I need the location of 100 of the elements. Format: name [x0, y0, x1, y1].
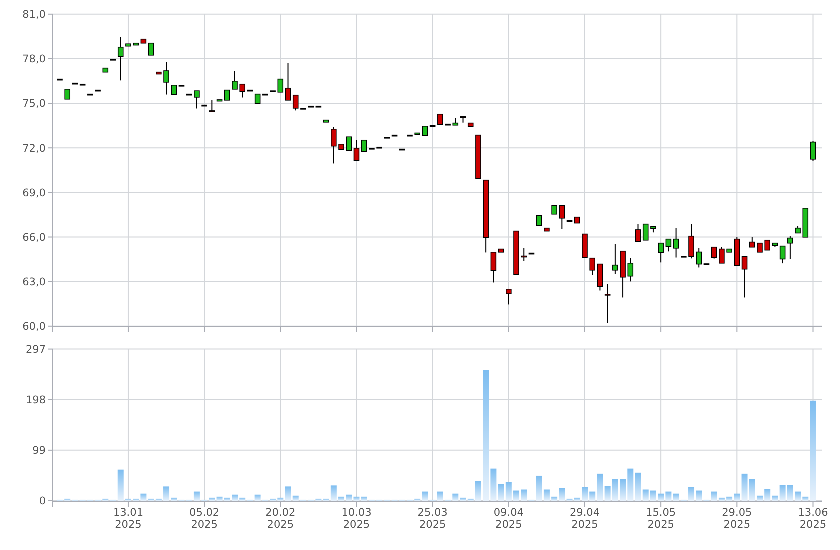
bar: [726, 496, 733, 501]
x-tick-label: 05.02 2025: [190, 507, 220, 531]
candlestick: [666, 238, 672, 252]
bar: [498, 484, 504, 501]
bar: [490, 468, 497, 501]
y-tick-label: 297: [26, 344, 46, 356]
candlestick: [209, 99, 216, 113]
x-tick-label: 13.01 2025: [113, 507, 144, 531]
candlestick: [224, 90, 230, 101]
bar: [483, 370, 490, 501]
bar: [620, 479, 626, 501]
bar: [658, 494, 664, 501]
candlestick: [354, 140, 360, 162]
x-tick-label: 10.03 2025: [342, 507, 372, 531]
bar: [452, 494, 459, 501]
y-tick-label: 81,0: [22, 9, 46, 22]
bar: [574, 498, 580, 501]
candlestick: [285, 62, 292, 101]
bar: [118, 470, 124, 501]
candlestick: [536, 215, 542, 226]
candlestick: [194, 90, 200, 110]
bar: [140, 494, 147, 501]
candlestick: [788, 236, 794, 260]
bar: [361, 496, 368, 501]
candlestick: [597, 264, 604, 292]
bar: [475, 481, 482, 501]
bar: [787, 485, 794, 501]
candlestick: [810, 140, 816, 162]
bar: [552, 496, 558, 501]
candlestick: [254, 94, 261, 104]
y-tick-label: 78,0: [22, 54, 46, 66]
bar: [749, 479, 756, 501]
bar: [232, 494, 238, 501]
bar: [635, 472, 642, 501]
bar: [718, 498, 725, 501]
y-tick-label: 69,0: [22, 187, 46, 200]
bar: [171, 498, 178, 501]
candlestick: [604, 284, 611, 324]
bar: [422, 492, 428, 501]
y-tick-label: 60,0: [22, 321, 46, 334]
x-tick-label: 25.03 2025: [418, 507, 448, 531]
bar: [795, 492, 802, 501]
candlestick: [780, 246, 786, 264]
candlestick: [422, 126, 428, 136]
bar: [209, 498, 216, 501]
bar: [544, 490, 550, 501]
bar: [642, 490, 649, 501]
bar: [597, 474, 604, 501]
bar: [216, 496, 223, 501]
bar: [536, 476, 542, 501]
candlestick: [658, 242, 664, 264]
bar: [696, 490, 702, 501]
bar: [330, 486, 337, 501]
bar: [240, 498, 246, 501]
bar: [437, 492, 444, 501]
bar: [756, 496, 763, 501]
y-tick-label: 75,0: [22, 98, 46, 110]
candlestick: [171, 85, 178, 96]
bar: [278, 498, 284, 501]
candlestick: [64, 89, 71, 100]
bar: [711, 492, 718, 501]
bar: [666, 492, 672, 501]
bar: [802, 496, 809, 501]
candlestick: [490, 252, 497, 284]
candlestick: [635, 224, 642, 242]
bar: [460, 498, 466, 501]
candlestick: [711, 246, 718, 260]
bar: [772, 496, 778, 501]
bar: [514, 490, 520, 501]
candlestick: [673, 228, 680, 258]
candlestick: [559, 205, 566, 230]
bar: [254, 494, 261, 501]
y-tick-label: 99: [32, 445, 46, 458]
bar: [688, 487, 695, 501]
bar: [164, 486, 170, 501]
candlestick: [118, 36, 124, 82]
bar: [604, 486, 611, 501]
bar: [338, 496, 345, 501]
bar: [582, 487, 588, 501]
y-tick-label: 63,0: [22, 276, 46, 289]
bar: [734, 494, 740, 501]
candlestick: [506, 288, 512, 306]
candlestick: [742, 256, 748, 298]
y-tick-label: 66,0: [22, 232, 46, 244]
x-tick-label: 13.06 2025: [798, 507, 829, 531]
bar: [292, 496, 299, 501]
bar: [810, 400, 816, 501]
x-tick-label: 20.02 2025: [266, 507, 296, 531]
x-tick-label: 09.04 2025: [494, 507, 524, 531]
y-tick-label: 0: [39, 496, 46, 508]
x-tick-label: 29.04 2025: [570, 507, 600, 531]
candlestick: [361, 140, 368, 152]
candlestick: [148, 42, 154, 56]
bar: [559, 488, 566, 501]
x-tick-label: 15.05 2025: [646, 507, 676, 531]
bar: [780, 485, 786, 501]
bar: [285, 486, 292, 501]
bar: [224, 498, 230, 501]
bar: [506, 482, 512, 501]
y-tick-label: 198: [26, 394, 46, 407]
